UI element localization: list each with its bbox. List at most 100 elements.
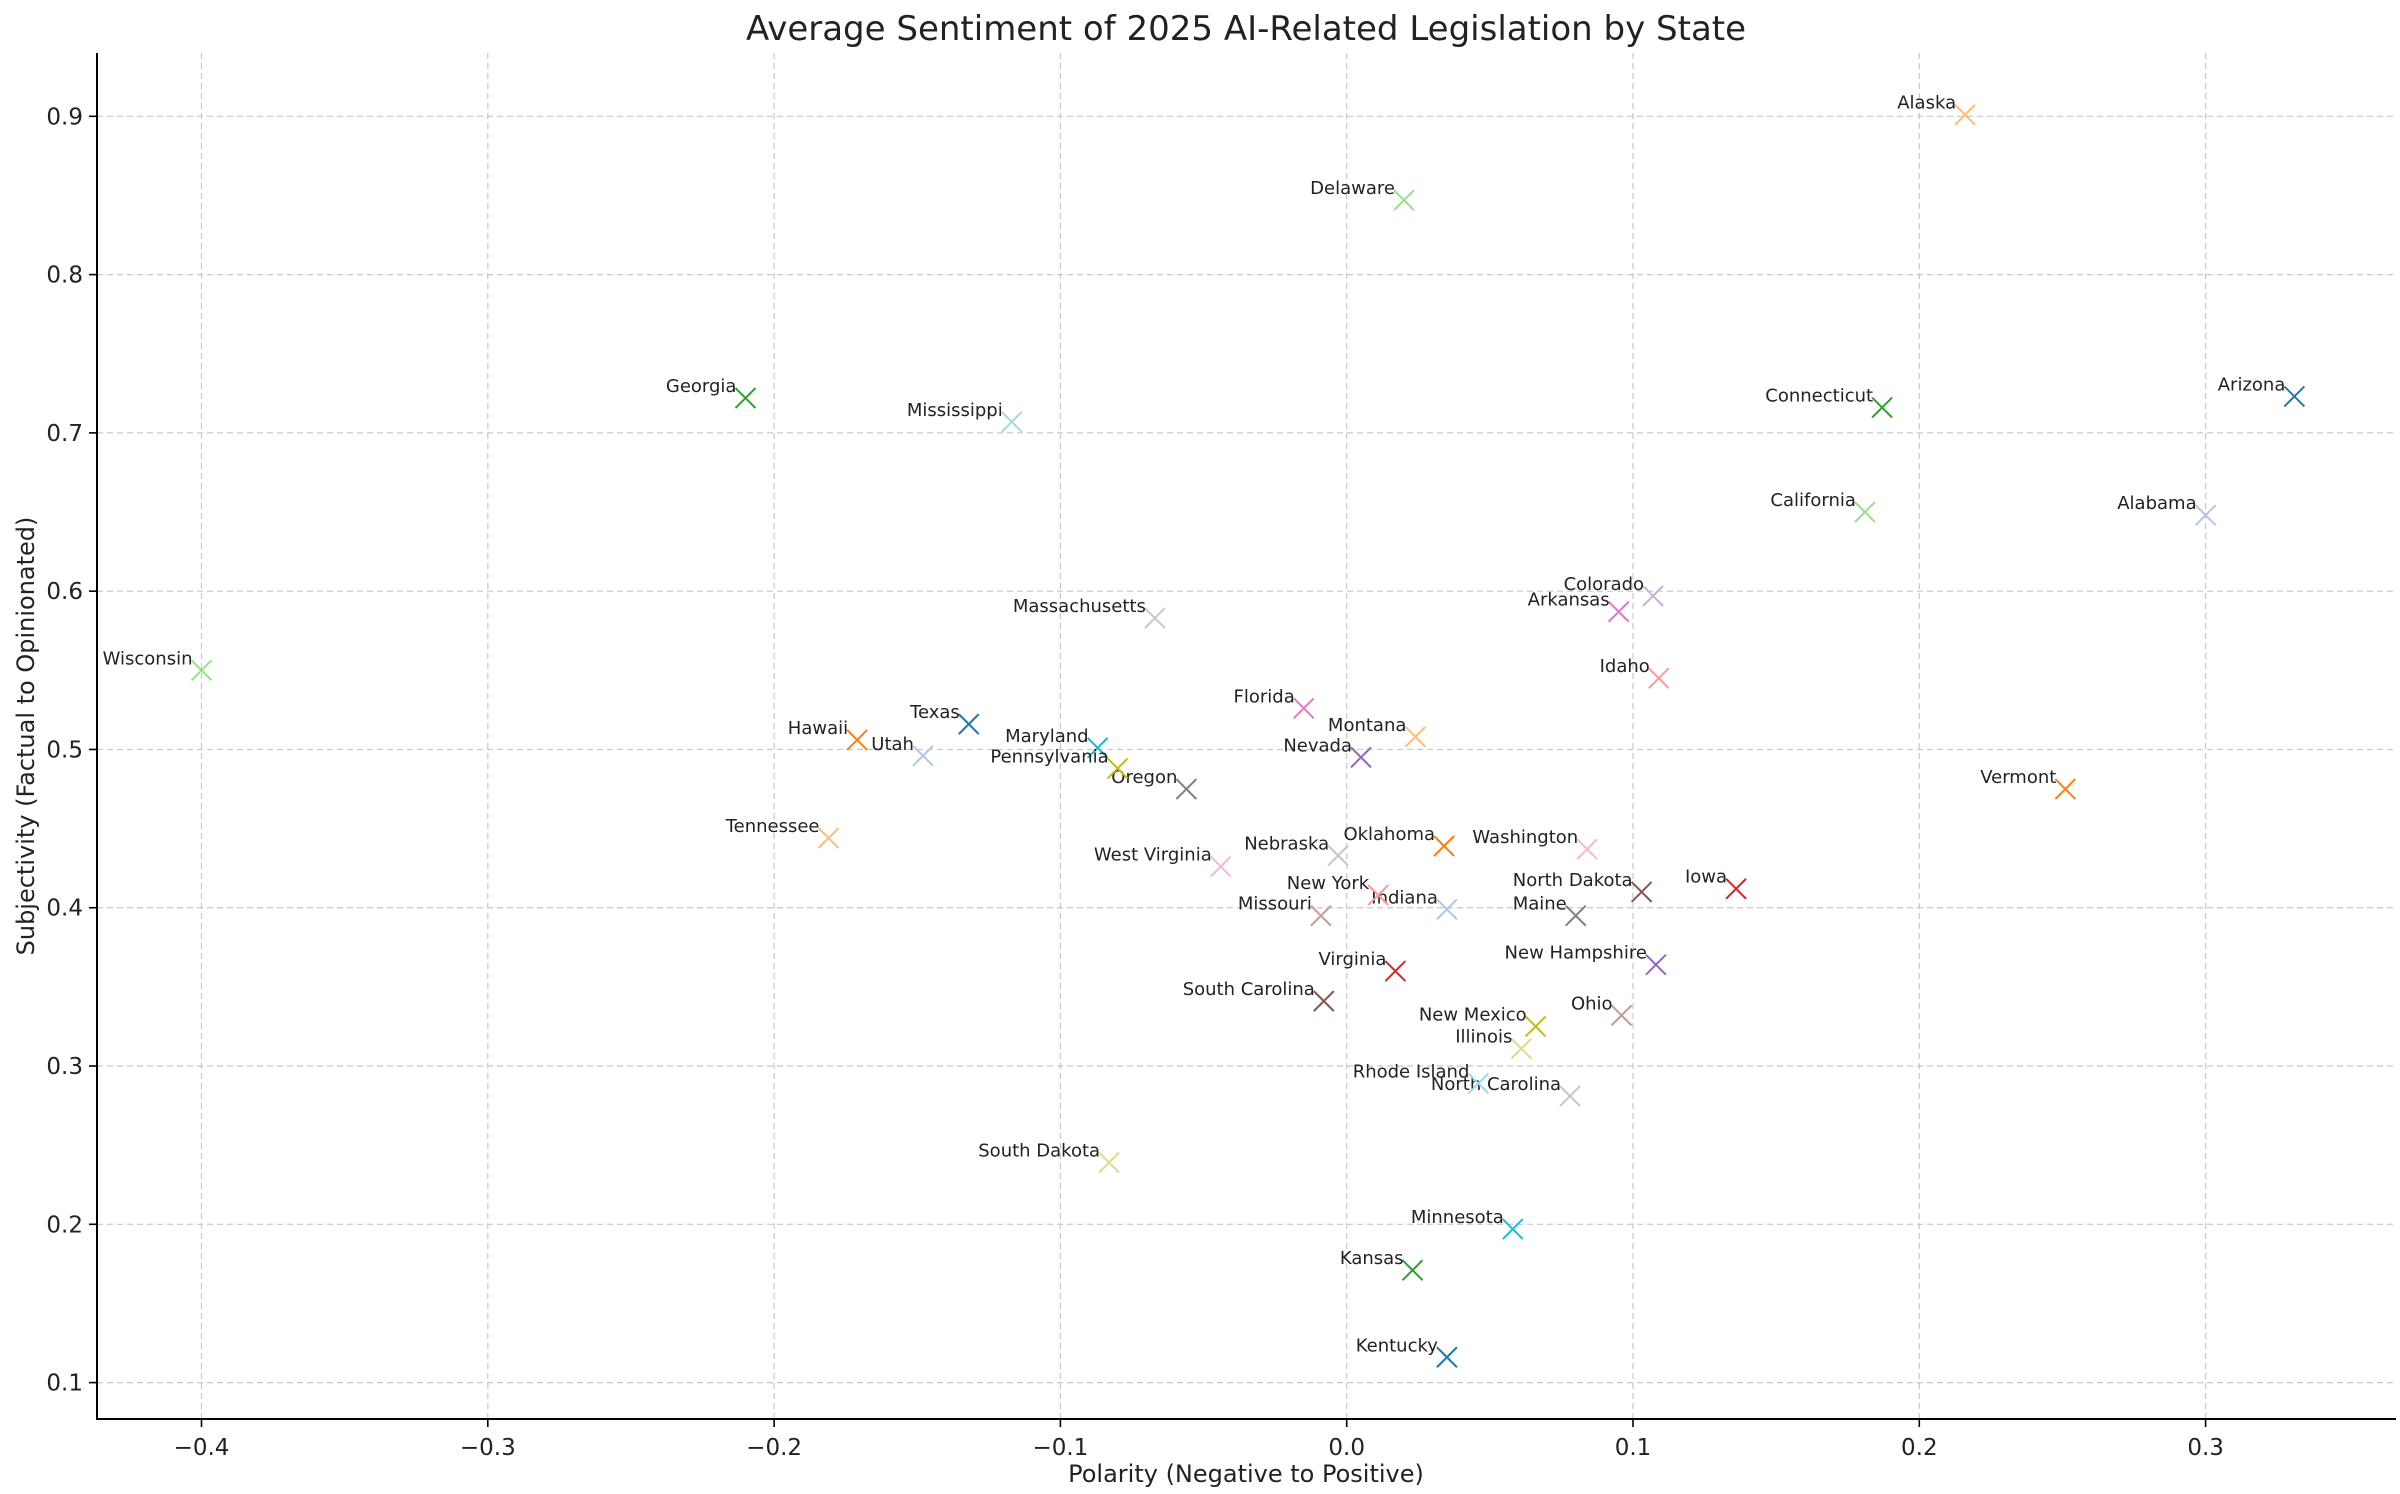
point-marker (2194, 504, 2217, 526)
point-marker (1871, 396, 1893, 419)
data-point: Nebraska (1244, 834, 1349, 867)
data-point: North Dakota (1513, 870, 1653, 903)
point-label: Vermont (1980, 767, 2056, 788)
data-point: Hawaii (788, 718, 868, 751)
data-point: Connecticut (1765, 386, 1893, 419)
point-marker (1086, 737, 1109, 759)
point-label: Illinois (1455, 1027, 1512, 1048)
y-axis-label: Subjectivity (Factual to Opinionated) (12, 517, 40, 956)
point-marker (846, 729, 868, 751)
point-label: New York (1287, 873, 1370, 894)
data-point: Kentucky (1356, 1335, 1458, 1368)
data-point: Texas (909, 702, 980, 735)
point-label: Maryland (1005, 726, 1088, 747)
data-point: Missouri (1238, 894, 1332, 927)
data-point: Georgia (666, 376, 757, 409)
data-point: Utah (871, 734, 934, 767)
point-label: Alabama (2117, 493, 2196, 514)
point-label: Texas (909, 702, 960, 723)
point-marker (1144, 607, 1166, 629)
point-label: Utah (871, 734, 914, 755)
point-marker (958, 713, 980, 735)
point-marker (817, 827, 840, 849)
data-point: West Virginia (1094, 845, 1232, 878)
x-tick-label: −0.4 (174, 1435, 230, 1461)
data-point: Ohio (1571, 993, 1633, 1027)
data-point: Illinois (1455, 1027, 1533, 1060)
data-point: Nevada (1283, 735, 1372, 769)
data-point: Washington (1472, 827, 1598, 860)
x-tick-label: 0.0 (1328, 1435, 1365, 1461)
point-label: Rhode Island (1353, 1061, 1470, 1082)
point-marker (1098, 1151, 1120, 1174)
y-tick-label: 0.5 (46, 737, 83, 763)
point-marker (1310, 904, 1332, 927)
point-label: Hawaii (788, 718, 848, 739)
point-label: Idaho (1600, 656, 1650, 677)
data-point: Delaware (1310, 178, 1415, 211)
point-label: Delaware (1310, 178, 1395, 199)
x-tick-label: 0.2 (1901, 1435, 1938, 1461)
point-marker (1954, 104, 1976, 126)
point-marker (190, 659, 213, 682)
axis-spines (96, 53, 2396, 1420)
point-label: Iowa (1685, 867, 1727, 888)
x-tick-label: 0.3 (2187, 1435, 2224, 1461)
data-point: Virginia (1319, 949, 1407, 982)
data-point: Arizona (2218, 374, 2306, 408)
data-point: Oklahoma (1343, 824, 1455, 857)
point-label: Oregon (1111, 767, 1177, 788)
data-point: New York (1287, 873, 1389, 906)
y-tick-label: 0.9 (46, 104, 83, 130)
point-label: Alaska (1897, 93, 1956, 114)
point-label: California (1770, 490, 1855, 511)
point-marker (734, 387, 757, 409)
point-marker (1404, 726, 1427, 748)
point-marker (2283, 385, 2306, 408)
point-marker (2054, 778, 2077, 800)
point-label: North Dakota (1513, 870, 1633, 891)
point-marker (1401, 1259, 1424, 1281)
point-marker (1436, 898, 1458, 921)
point-marker (1175, 778, 1198, 800)
data-point: South Dakota (978, 1141, 1120, 1174)
point-marker (1436, 1346, 1458, 1368)
point-marker (1384, 960, 1407, 982)
point-label: South Carolina (1183, 979, 1315, 1000)
point-label: Wisconsin (103, 648, 193, 669)
data-point: Mississippi (907, 400, 1023, 433)
chart-title: Average Sentiment of 2025 AI-Related Leg… (746, 9, 1746, 49)
point-label: Massachusetts (1013, 596, 1146, 617)
point-marker (1725, 878, 1747, 900)
point-marker (1393, 189, 1415, 211)
data-point: South Carolina (1183, 979, 1335, 1012)
point-marker (1502, 1218, 1524, 1240)
point-marker (1607, 601, 1630, 623)
x-tick-label: −0.2 (746, 1435, 802, 1461)
point-label: Indiana (1371, 887, 1438, 908)
data-point: Minnesota (1411, 1207, 1524, 1240)
point-label: Arkansas (1528, 590, 1610, 611)
data-point: Alaska (1897, 93, 1976, 126)
point-label: Montana (1328, 715, 1406, 736)
data-point: Iowa (1685, 867, 1747, 900)
point-marker (1467, 1072, 1490, 1095)
point-label: Kentucky (1356, 1335, 1439, 1356)
data-point: Maryland (1005, 726, 1109, 759)
point-marker (1327, 844, 1349, 867)
point-label: Oklahoma (1343, 824, 1435, 845)
point-label: Nebraska (1244, 834, 1329, 855)
point-marker (1630, 881, 1653, 903)
point-marker (1106, 757, 1129, 780)
data-point: Oregon (1111, 767, 1198, 800)
data-point: Maine (1513, 894, 1587, 927)
data-point: Massachusetts (1013, 596, 1166, 629)
y-tick-label: 0.4 (46, 896, 83, 922)
y-tick-label: 0.3 (46, 1054, 83, 1080)
data-point: Rhode Island (1353, 1061, 1490, 1095)
point-label: North Carolina (1431, 1074, 1561, 1095)
point-label: Kansas (1340, 1248, 1404, 1269)
point-marker (1001, 411, 1023, 433)
